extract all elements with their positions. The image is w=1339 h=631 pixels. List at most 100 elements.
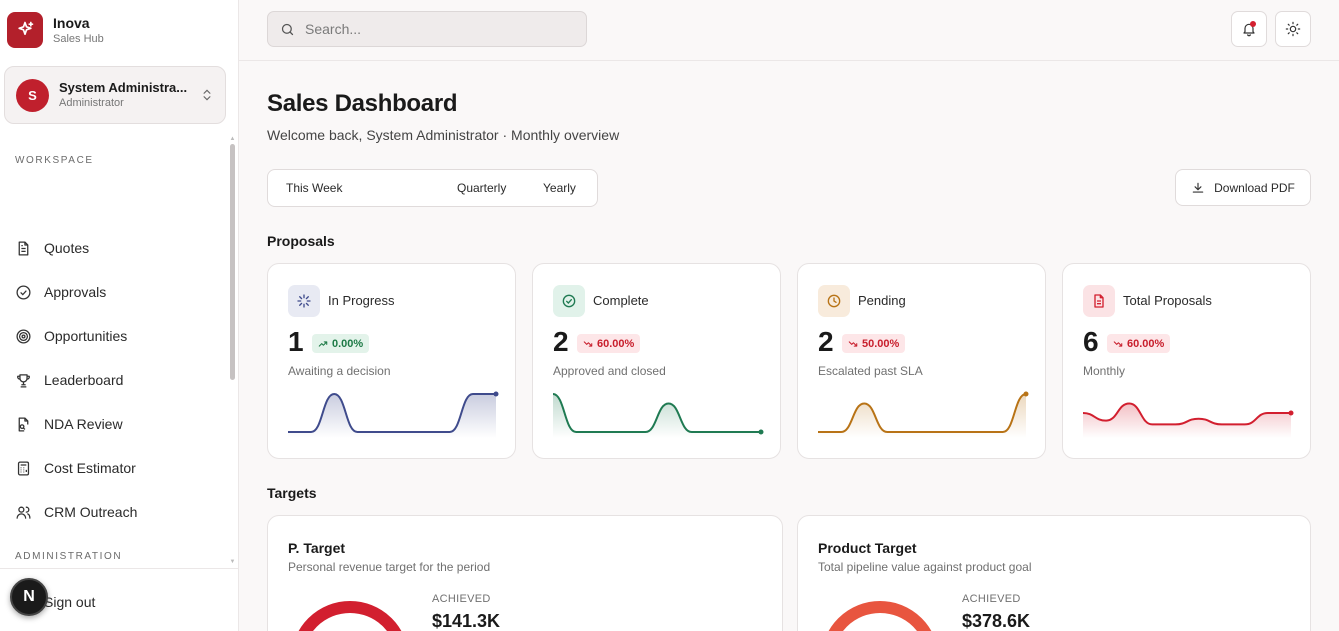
check-circle-icon — [16, 284, 31, 300]
sidebar-item-opportunities[interactable]: Opportunities — [15, 314, 225, 358]
scroll-up-arrow-icon[interactable]: ▲ — [229, 136, 236, 142]
download-icon — [1192, 182, 1204, 193]
calculator-icon — [17, 460, 30, 476]
stat-card-in-progress[interactable]: In Progress 1 0.00% Awaiting a decision — [267, 263, 516, 459]
target-gauge — [298, 601, 402, 631]
sparkles-logo-icon — [7, 12, 43, 48]
chevrons-up-down-icon — [203, 89, 211, 101]
user-role: Administrator — [59, 96, 124, 109]
sparkline-area — [553, 394, 761, 438]
sidebar-item-label: Cost Estimator — [44, 460, 136, 476]
file-search-icon — [18, 416, 29, 432]
gauge-arc — [298, 601, 402, 631]
trend-down-icon — [1113, 340, 1123, 347]
sparkline-end-point — [1023, 391, 1029, 397]
sidebar-item-leaderboard[interactable]: Leaderboard — [15, 358, 225, 402]
achieved-label: ACHIEVED — [432, 593, 491, 605]
brand-subtitle: Sales Hub — [53, 32, 104, 45]
signout-button[interactable]: Sign out — [44, 594, 96, 610]
sidebar-footer: Sign out — [0, 568, 239, 631]
card-description: Awaiting a decision — [288, 364, 391, 378]
sidebar-item-label: Quotes — [44, 240, 90, 256]
check-circle-icon — [562, 294, 576, 308]
clock-icon — [827, 294, 841, 308]
card-icon-box — [288, 285, 320, 317]
card-title: Total Proposals — [1123, 293, 1212, 308]
card-description: Monthly — [1083, 364, 1126, 378]
scroll-down-arrow-icon[interactable]: ▼ — [229, 559, 236, 565]
card-description: Approved and closed — [553, 364, 666, 378]
sun-icon — [1285, 21, 1301, 37]
trend-up-icon — [318, 340, 328, 347]
change-value: 50.00% — [862, 337, 900, 350]
period-option-quarterly[interactable]: Quarterly — [457, 181, 507, 195]
sidebar-item-crm-outreach[interactable]: CRM Outreach — [15, 490, 225, 534]
download-pdf-button[interactable]: Download PDF — [1175, 169, 1311, 206]
trophy-icon — [17, 373, 30, 388]
sparkline-end-point — [1288, 410, 1294, 416]
stat-card-pending[interactable]: Pending 2 50.00% Escalated past SLA — [797, 263, 1046, 459]
sidebar-item-label: CRM Outreach — [44, 504, 138, 520]
sidebar-item-label: Approvals — [44, 284, 107, 300]
sidebar-item-nda-review[interactable]: NDA Review — [15, 402, 225, 446]
search-box[interactable] — [267, 11, 587, 47]
target-subtitle: Personal revenue target for the period — [288, 560, 491, 574]
target-gauge — [828, 601, 932, 631]
sidebar-nav: Quotes Approvals Opportunities Leaderboa… — [15, 226, 225, 534]
search-icon — [281, 23, 294, 35]
target-card-product: Product Target Total pipeline value agai… — [797, 515, 1311, 631]
trend-down-icon — [583, 340, 593, 347]
card-title: Complete — [593, 293, 649, 308]
period-selector: This Week Quarterly Yearly — [267, 169, 598, 207]
target-icon — [16, 328, 31, 344]
period-option-this-week[interactable]: This Week — [286, 181, 343, 195]
sparkline-area — [288, 394, 496, 438]
change-badge: 0.00% — [312, 334, 370, 353]
sidebar-item-cost-estimator[interactable]: Cost Estimator — [15, 446, 225, 490]
notification-dot — [1250, 21, 1256, 27]
change-badge: 60.00% — [1107, 334, 1171, 353]
card-title: In Progress — [328, 293, 395, 308]
achieved-label: ACHIEVED — [962, 593, 1021, 605]
workspace-label: WORKSPACE — [15, 155, 94, 166]
user-name: System Administra... — [59, 79, 188, 95]
stat-card-total-proposals[interactable]: Total Proposals 6 60.00% Monthly — [1062, 263, 1311, 459]
brand-name: Inova — [53, 14, 90, 31]
sparkline-area — [818, 394, 1026, 438]
sparkline-chart — [552, 393, 764, 438]
theme-toggle-button[interactable] — [1275, 11, 1311, 47]
target-title: Product Target — [818, 540, 917, 556]
document-icon — [18, 240, 29, 256]
file-icon — [1094, 294, 1104, 308]
administration-label: ADMINISTRATION — [15, 551, 123, 562]
search-input[interactable] — [305, 21, 565, 37]
sparkline-end-point — [493, 391, 499, 397]
sparkline-line — [552, 393, 761, 433]
targets-heading: Targets — [267, 485, 317, 501]
card-value: 6 — [1083, 326, 1099, 357]
sparkline-line — [1082, 402, 1291, 426]
card-icon-box — [1083, 285, 1115, 317]
download-pdf-label: Download PDF — [1214, 180, 1295, 195]
user-switcher[interactable]: S System Administra... Administrator — [4, 66, 226, 124]
change-value: 0.00% — [332, 337, 364, 350]
brand[interactable]: Inova Sales Hub — [7, 12, 104, 48]
loader-icon — [297, 294, 311, 308]
period-option-yearly[interactable]: Yearly — [543, 181, 576, 195]
card-title: Pending — [858, 293, 906, 308]
notifications-button[interactable] — [1231, 11, 1267, 47]
target-subtitle: Total pipeline value against product goa… — [818, 560, 1032, 574]
next-dev-badge[interactable]: N — [10, 578, 48, 616]
sidebar-item-approvals[interactable]: Approvals — [15, 270, 225, 314]
stat-card-complete[interactable]: Complete 2 60.00% Approved and closed — [532, 263, 781, 459]
target-title: P. Target — [288, 540, 346, 556]
sidebar-scrollbar[interactable] — [230, 144, 235, 380]
topbar — [239, 0, 1339, 61]
change-badge: 60.00% — [577, 334, 641, 353]
card-icon-box — [818, 285, 850, 317]
sidebar-item-label: NDA Review — [44, 416, 123, 432]
sidebar-item-quotes[interactable]: Quotes — [15, 226, 225, 270]
sparkline-line — [817, 393, 1027, 433]
page-title: Sales Dashboard — [267, 90, 458, 117]
card-value: 1 — [288, 326, 304, 357]
